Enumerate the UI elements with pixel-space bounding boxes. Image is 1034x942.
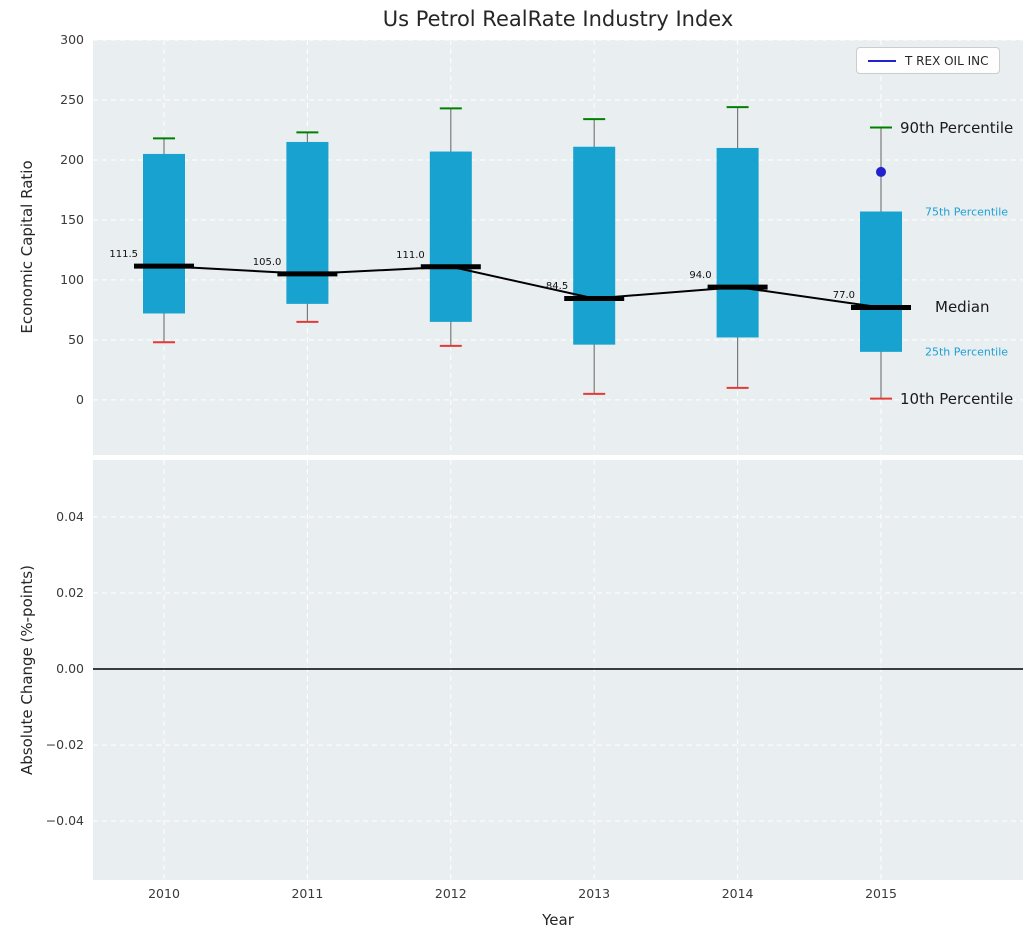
x-tick-label: 2013 xyxy=(578,886,611,901)
y-tick-label: 0.04 xyxy=(56,509,84,524)
legend: T REX OIL INC xyxy=(856,47,1001,74)
iqr-box xyxy=(716,147,759,338)
capital-ratio-panel xyxy=(93,40,1023,455)
median-value-label: 111.0 xyxy=(396,249,425,261)
y-tick-label: 250 xyxy=(60,91,84,107)
company-line-swatch xyxy=(868,59,896,62)
x-tick-label: 2015 xyxy=(865,886,897,901)
percentile-annotation: 10th Percentile xyxy=(900,389,1014,408)
iqr-box xyxy=(573,146,616,345)
median-value-label: 105.0 xyxy=(252,256,282,268)
xlabel-year: Year xyxy=(542,911,574,929)
company-point xyxy=(876,166,886,177)
percentile-annotation: 90th Percentile xyxy=(900,118,1014,137)
iqr-box xyxy=(286,141,329,304)
y-tick-label: 0.02 xyxy=(56,585,84,601)
y-tick-label: 200 xyxy=(60,151,84,167)
x-tick-label: 2012 xyxy=(434,886,467,901)
absolute-change-panel xyxy=(93,460,1023,880)
ylabel-capital-ratio: Economic Capital Ratio xyxy=(18,160,36,334)
iqr-box xyxy=(860,211,902,352)
median-value-label: 84.5 xyxy=(545,281,569,293)
percentile-annotation: 25th Percentile xyxy=(925,345,1009,359)
y-tick-label: −0.04 xyxy=(45,813,84,829)
iqr-box xyxy=(143,153,185,314)
absolute-change-plot xyxy=(93,460,1023,880)
y-tick-label: 0.00 xyxy=(56,661,84,677)
y-tick-label: 50 xyxy=(68,331,84,347)
y-tick-label: 150 xyxy=(60,211,84,227)
y-tick-label: 100 xyxy=(60,271,84,287)
legend-label: T REX OIL INC xyxy=(905,53,989,68)
x-tick-label: 2014 xyxy=(721,886,754,901)
y-tick-label: 0 xyxy=(76,391,84,407)
median-value-label: 77.0 xyxy=(832,290,855,302)
chart-title: Us Petrol RealRate Industry Index xyxy=(382,7,734,31)
capital-ratio-plot xyxy=(93,40,1023,455)
y-tick-label: 300 xyxy=(60,32,84,47)
x-tick-label: 2010 xyxy=(148,886,180,901)
median-value-label: 94.0 xyxy=(689,270,712,282)
y-tick-label: −0.02 xyxy=(45,737,84,753)
median-value-label: 111.5 xyxy=(109,249,138,261)
percentile-annotation: 75th Percentile xyxy=(925,205,1009,219)
percentile-annotation: Median xyxy=(935,298,990,317)
x-tick-label: 2011 xyxy=(291,886,324,901)
iqr-box xyxy=(429,151,472,322)
median-line xyxy=(163,265,882,309)
